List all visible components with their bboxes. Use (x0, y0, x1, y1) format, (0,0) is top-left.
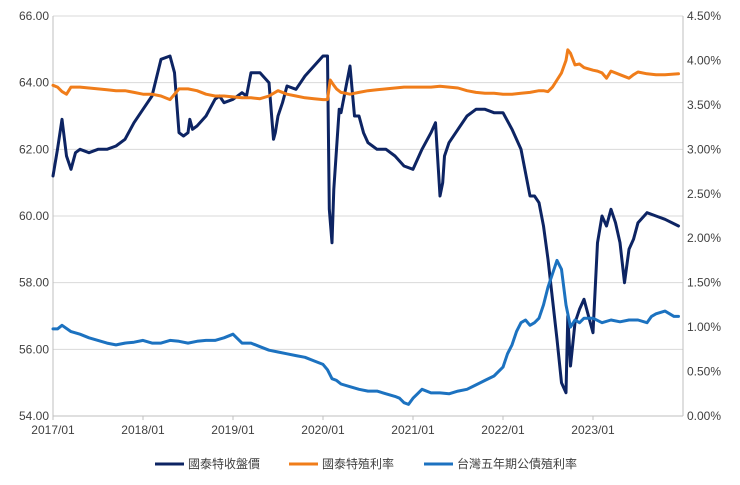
series-line-3 (51, 258, 680, 406)
legend-label-series-1: 國泰特收盤價 (188, 456, 260, 471)
y-right-tick-label: 1.50% (687, 276, 721, 290)
legend-label-series-2: 國泰特殖利率 (322, 456, 394, 471)
y-right-tick-label: 0.00% (687, 409, 721, 423)
y-right-tick-label: 0.50% (687, 365, 721, 379)
x-tick-label: 2023/01 (571, 423, 615, 437)
y-left-tick-label: 64.00 (19, 76, 49, 90)
y-right-tick-label: 3.50% (687, 98, 721, 112)
x-tick-label: 2020/01 (301, 423, 345, 437)
y-left-tick-label: 66.00 (19, 9, 49, 23)
x-tick-label: 2022/01 (481, 423, 525, 437)
series-line-2 (51, 48, 680, 102)
legend-label-series-3: 台灣五年期公債殖利率 (457, 456, 577, 471)
x-tick-label: 2021/01 (391, 423, 435, 437)
x-tick-label: 2018/01 (121, 423, 165, 437)
y-right-tick-label: 1.00% (687, 320, 721, 334)
x-tick-label: 2017/01 (31, 423, 75, 437)
y-right-tick-label: 4.50% (687, 9, 721, 23)
axes: 54.00 56.00 58.00 60.00 62.00 64.00 66.00 0.00%… (19, 9, 721, 437)
y-right-tick-label: 3.00% (687, 142, 721, 156)
y-left-tick-label: 62.00 (19, 142, 49, 156)
series-lines (51, 48, 680, 406)
y-left-tick-label: 54.00 (19, 409, 49, 423)
y-left-tick-label: 58.00 (19, 276, 49, 290)
series-line-1 (51, 54, 680, 395)
y-left-tick-label: 60.00 (19, 209, 49, 223)
y-right-tick-label: 2.00% (687, 231, 721, 245)
y-right-tick-label: 2.50% (687, 187, 721, 201)
y-right-tick-label: 4.00% (687, 53, 721, 67)
x-tick-label: 2019/01 (211, 423, 255, 437)
y-left-tick-label: 56.00 (19, 342, 49, 356)
legend: 國泰特收盤價 國泰特殖利率 台灣五年期公債殖利率 (155, 456, 577, 471)
grid-lines (53, 15, 683, 350)
